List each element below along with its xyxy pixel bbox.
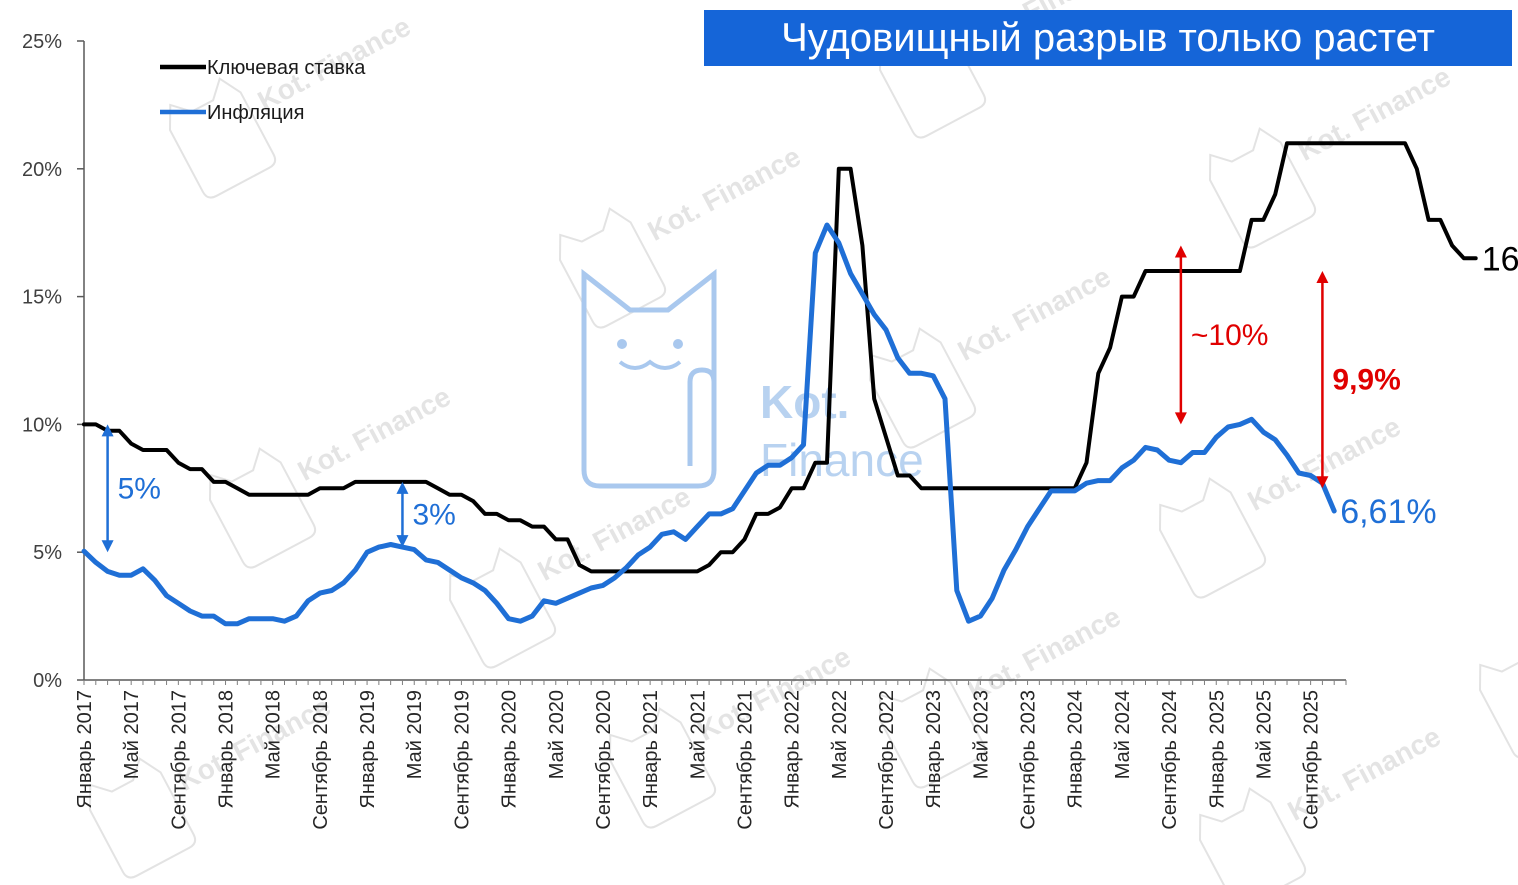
x-tick-label: Январь 2022 xyxy=(782,690,804,809)
x-tick-label: Январь 2020 xyxy=(499,690,521,809)
x-tick-label: Май 2017 xyxy=(121,690,143,779)
arrow-head-up-icon xyxy=(1316,271,1329,284)
annotations: 5% 3% ~10% 9,9% xyxy=(101,245,1401,553)
x-tick-label: Май 2022 xyxy=(829,690,851,779)
x-tick-label: Сентябрь 2019 xyxy=(451,690,473,830)
x-tick-label: Сентябрь 2022 xyxy=(876,690,898,830)
x-axis-ticks: Январь 2017 Май 2017 Сентябрь 2017 Январь 2… xyxy=(74,680,1347,830)
gap-label: ~10% xyxy=(1191,319,1269,352)
watermark-cat-icon xyxy=(878,667,987,789)
arrow-head-down-icon xyxy=(396,535,409,548)
watermark: Kot. Finance xyxy=(1198,721,1446,885)
y-tick-label: 15% xyxy=(22,287,62,309)
x-tick-label: Май 2018 xyxy=(263,690,285,779)
x-tick-label: Сентябрь 2017 xyxy=(168,690,190,830)
logo-clip-icon xyxy=(687,367,717,466)
y-tick-label: 10% xyxy=(22,414,62,436)
legend-label-inflation: Инфляция xyxy=(207,102,304,124)
gap-label: 3% xyxy=(412,498,455,531)
axes xyxy=(83,41,1346,681)
watermark-cat-icon xyxy=(1158,477,1267,599)
x-tick-label: Май 2023 xyxy=(970,690,992,779)
x-tick-label: Январь 2025 xyxy=(1206,690,1228,809)
arrow-head-up-icon xyxy=(101,424,114,437)
logo-eye-icon xyxy=(617,339,627,349)
end-label-inflation: 6,61% xyxy=(1340,493,1436,531)
watermark-cat-icon xyxy=(168,77,277,199)
series-line-inflation xyxy=(81,222,1337,627)
y-tick-label: 5% xyxy=(33,542,62,564)
gap-label: 5% xyxy=(118,472,161,505)
x-tick-label: Май 2019 xyxy=(404,690,426,779)
x-tick-label: Январь 2018 xyxy=(216,690,238,809)
arrow-head-up-icon xyxy=(1174,245,1187,258)
end-label-rate: 16,5% xyxy=(1482,240,1518,278)
arrow-head-down-icon xyxy=(1174,412,1187,425)
x-tick-label: Январь 2019 xyxy=(357,690,379,809)
x-tick-label: Сентябрь 2020 xyxy=(593,690,615,830)
y-axis-ticks: 0% 5% 10% 15% 20% 25% xyxy=(22,31,84,692)
watermark-cat-icon xyxy=(448,547,557,669)
x-tick-label: Сентябрь 2021 xyxy=(734,690,756,830)
y-tick-label: 25% xyxy=(22,31,62,53)
x-tick-label: Сентябрь 2025 xyxy=(1301,690,1323,830)
arrow-head-down-icon xyxy=(1316,476,1329,489)
watermark: Kot. Finance xyxy=(1478,637,1518,759)
end-labels: 16,5% 6,61% xyxy=(1340,240,1518,531)
x-tick-label: Май 2024 xyxy=(1112,690,1134,779)
watermark: Kot. Finance xyxy=(868,261,1116,449)
watermark-text: Kot. Finance xyxy=(953,261,1116,367)
logo-cat-icon xyxy=(581,268,717,489)
logo-eye-icon xyxy=(673,339,683,349)
x-tick-label: Май 2025 xyxy=(1253,690,1275,779)
logo-mouth-icon xyxy=(618,359,682,370)
y-tick-label: 0% xyxy=(33,670,62,692)
x-tick-label: Январь 2017 xyxy=(74,690,96,809)
watermark-text: Kot. Finance xyxy=(293,381,456,487)
gap-label: 9,9% xyxy=(1332,364,1400,397)
watermark-text: Kot. Finance xyxy=(1293,61,1456,167)
watermark-cat-icon xyxy=(88,757,197,879)
watermark-cat-icon xyxy=(558,207,667,329)
watermark-cat-icon xyxy=(208,447,317,569)
legend-label-rate: Ключевая ставка xyxy=(207,57,366,79)
series-layer xyxy=(81,141,1478,627)
watermark: Kot. Finance xyxy=(168,11,416,199)
watermark-cat-icon xyxy=(1478,637,1518,759)
x-tick-label: Январь 2024 xyxy=(1065,690,1087,809)
x-tick-label: Май 2021 xyxy=(687,690,709,779)
x-tick-label: Сентябрь 2024 xyxy=(1159,690,1181,830)
chart-title: Чудовищный разрыв только растет xyxy=(704,10,1512,66)
legend: Ключевая ставка Инфляция xyxy=(160,57,366,124)
arrow-head-up-icon xyxy=(396,481,409,494)
watermark-cat-icon xyxy=(868,327,977,449)
x-tick-label: Сентябрь 2018 xyxy=(310,690,332,830)
watermark-text: Kot. Finance xyxy=(643,141,806,247)
watermark: Kot. Finance xyxy=(558,141,806,329)
y-tick-label: 20% xyxy=(22,159,62,181)
x-tick-label: Май 2020 xyxy=(546,690,568,779)
x-tick-label: Январь 2021 xyxy=(640,690,662,809)
x-tick-label: Январь 2023 xyxy=(923,690,945,809)
watermark: Kot. Finance xyxy=(208,381,456,569)
watermark: Kot. Finance xyxy=(878,601,1126,789)
watermark-cat-icon xyxy=(608,707,717,829)
x-tick-label: Сентябрь 2023 xyxy=(1018,690,1040,830)
watermark-cat-icon xyxy=(1198,787,1307,885)
arrow-head-down-icon xyxy=(101,540,114,553)
series-line-rate xyxy=(82,141,1478,574)
